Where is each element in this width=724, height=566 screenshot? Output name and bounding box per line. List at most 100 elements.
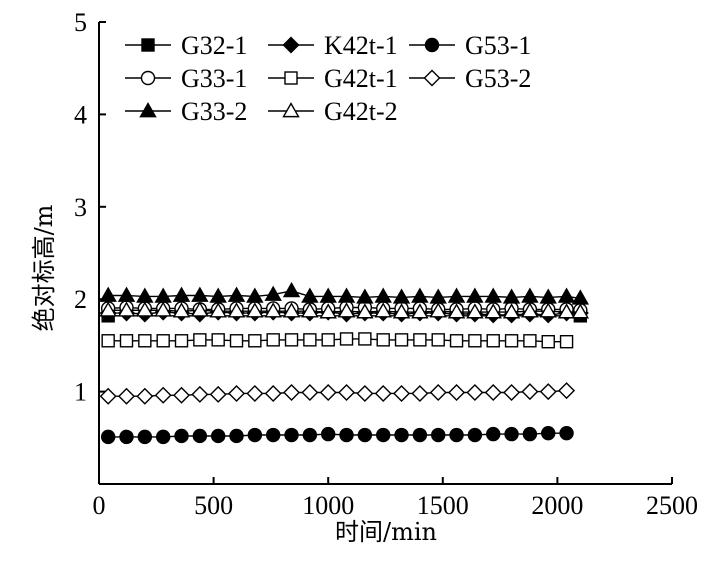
- legend-marker-g33-2: [139, 102, 157, 118]
- x-axis-title: 时间/min: [335, 518, 437, 546]
- data-point-g33-2: [264, 285, 282, 301]
- data-point-g53-2: [319, 384, 337, 402]
- data-point-g53-2: [118, 387, 135, 405]
- data-point-g42t-2: [301, 302, 319, 318]
- data-point-g42t-1: [156, 334, 170, 348]
- data-point-g42t-2: [154, 301, 172, 317]
- data-point-g33-2: [392, 288, 411, 304]
- data-point-g53-1: [302, 427, 318, 443]
- y-tick-label: 4: [74, 100, 87, 129]
- data-point-g33-2: [356, 288, 374, 304]
- legend-item-g33-1: G33-1: [125, 64, 247, 93]
- legend-label: G42t-2: [324, 97, 398, 126]
- data-point-g42t-2: [374, 302, 392, 318]
- series-g53-2: [99, 382, 576, 405]
- data-point-g53-1: [449, 427, 464, 443]
- data-point-g53-1: [155, 429, 171, 445]
- data-point-g42t-1: [559, 335, 574, 349]
- y-tick-label: 3: [74, 193, 87, 222]
- data-point-g53-2: [539, 383, 557, 401]
- data-point-g53-1: [541, 425, 556, 441]
- legend-marker-g53-2: [423, 69, 441, 87]
- data-point-g33-2: [246, 287, 264, 303]
- data-point-g42t-1: [284, 333, 299, 347]
- data-point-g53-2: [503, 384, 521, 402]
- legend-label: G53-2: [465, 64, 531, 93]
- legend-marker-g42t-2: [282, 102, 300, 118]
- data-point-g53-1: [192, 428, 208, 444]
- data-point-g53-2: [393, 384, 411, 402]
- x-tick-label: 500: [194, 491, 233, 520]
- data-point-g53-1: [247, 427, 263, 443]
- series-layer: [99, 281, 590, 445]
- data-point-g42t-1: [119, 334, 134, 348]
- data-point-g42t-2: [356, 303, 374, 319]
- data-point-g53-2: [338, 384, 356, 402]
- data-point-g33-2: [447, 287, 466, 303]
- data-point-g53-2: [228, 384, 246, 402]
- legend-marker-g33-1: [140, 70, 156, 86]
- data-point-g42t-2: [227, 302, 246, 318]
- data-point-g42t-1: [449, 334, 464, 348]
- legend-item-g32-1: G32-1: [125, 31, 247, 60]
- data-point-g42t-2: [502, 303, 521, 319]
- data-point-g53-2: [466, 384, 484, 402]
- data-point-g53-2: [246, 384, 264, 402]
- legend-marker-g42t-1: [284, 71, 298, 85]
- data-point-g42t-2: [136, 301, 154, 317]
- data-point-g42t-2: [447, 303, 466, 319]
- data-point-g53-2: [521, 383, 539, 401]
- data-point-g42t-1: [523, 334, 537, 348]
- legend-label: G53-1: [465, 31, 531, 60]
- data-point-g53-1: [174, 428, 189, 444]
- data-point-g42t-2: [557, 303, 576, 319]
- data-point-g42t-1: [486, 334, 500, 348]
- x-tick-label: 2000: [531, 491, 583, 520]
- legend-marker-g53-1: [424, 37, 440, 53]
- data-point-g42t-1: [339, 332, 354, 346]
- x-tick-label: 1500: [417, 491, 469, 520]
- data-point-g42t-2: [99, 301, 117, 317]
- data-point-g42t-1: [504, 334, 519, 348]
- data-point-g53-1: [559, 425, 574, 441]
- data-point-g33-2: [502, 288, 521, 304]
- data-point-g53-2: [173, 386, 191, 404]
- data-point-g42t-1: [229, 334, 244, 348]
- data-point-g42t-1: [101, 334, 115, 348]
- data-point-g33-2: [521, 287, 539, 303]
- data-point-g53-1: [376, 427, 391, 443]
- data-point-g42t-2: [191, 301, 209, 317]
- data-point-g53-2: [429, 384, 447, 402]
- data-point-g33-2: [484, 287, 502, 303]
- data-point-g53-1: [339, 427, 354, 443]
- plot-area: [98, 22, 672, 485]
- data-point-g53-1: [394, 427, 409, 443]
- data-point-g42t-1: [431, 333, 445, 347]
- data-point-g42t-2: [521, 302, 539, 318]
- x-tick-label: 1000: [302, 491, 354, 520]
- data-point-g53-2: [356, 384, 374, 402]
- data-point-g53-1: [210, 428, 226, 444]
- data-point-g42t-2: [209, 302, 227, 318]
- legend-label: K42t-1: [324, 31, 398, 60]
- data-point-g33-2: [117, 286, 136, 302]
- data-point-g42t-2: [429, 302, 447, 318]
- data-point-g33-2: [411, 287, 429, 303]
- data-point-g33-2: [191, 286, 209, 302]
- legend-label: G32-1: [181, 31, 247, 60]
- data-point-g42t-2: [411, 303, 429, 319]
- data-point-g33-2: [301, 287, 319, 303]
- data-point-g42t-1: [394, 333, 409, 347]
- data-point-g53-2: [558, 382, 576, 400]
- data-point-g33-2: [466, 287, 484, 303]
- data-point-g42t-2: [172, 302, 191, 318]
- data-point-g42t-1: [413, 333, 427, 347]
- data-point-g53-1: [431, 427, 446, 443]
- data-point-g42t-1: [376, 333, 390, 347]
- data-point-g42t-1: [266, 333, 280, 347]
- legend-label: G42t-1: [324, 64, 398, 93]
- legend-item-g42t-2: G42t-2: [268, 97, 398, 126]
- data-point-g53-2: [99, 387, 117, 405]
- data-point-g42t-2: [337, 302, 356, 318]
- data-point-g53-2: [374, 384, 392, 402]
